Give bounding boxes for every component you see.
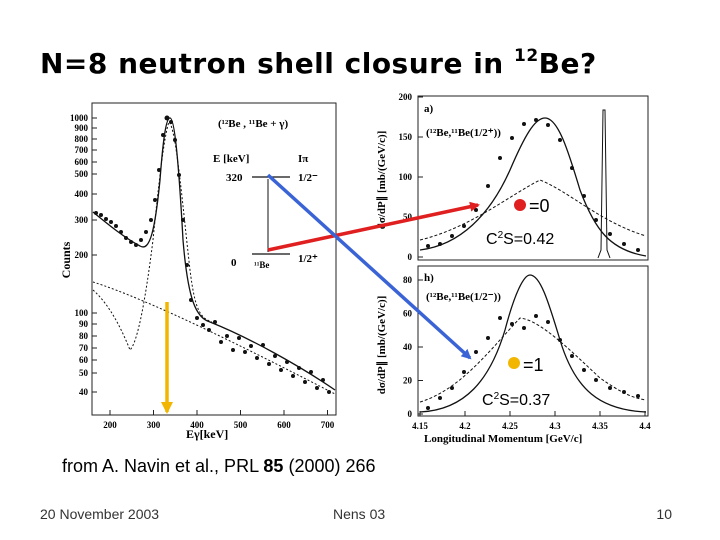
l1-label: =1	[523, 355, 544, 375]
panel-a-y-tick: 0	[408, 252, 413, 262]
panel-b-y-label: dσ/dP∥ [mb/(GeV/c)]	[376, 296, 388, 395]
level-320-spin: 1/2⁻	[298, 172, 318, 184]
spectrum-y-tick: 100	[75, 308, 89, 318]
l0-annotation: =0 C2S=0.42	[486, 196, 554, 248]
panel-a-frame	[417, 95, 649, 261]
spectrum-y-tick: 900	[75, 123, 89, 133]
momentum-x-tick: 4.25	[502, 421, 518, 431]
panel-a-y-tick: 50	[403, 212, 413, 222]
spectrum-x-tick: 400	[190, 420, 204, 430]
momentum-x-tick: 4.2	[459, 421, 471, 431]
spectrum-x-tick: 700	[321, 420, 335, 430]
panel-b-y-tick: 0	[408, 409, 413, 419]
spectrum-y-tick: 1000	[70, 113, 89, 123]
footer-date: 20 November 2003	[40, 506, 160, 522]
panel-b-l0-fit	[419, 274, 647, 413]
spectrum-data-points	[94, 115, 331, 394]
l0-spectroscopic-factor: C2S=0.42	[486, 230, 554, 248]
momentum-x-label: Longitudinal Momentum [GeV/c]	[424, 433, 582, 445]
level-ground-nucleus: ¹¹Be	[254, 260, 269, 270]
panel-b-frame	[417, 265, 649, 417]
spectrum-y-tick: 600	[75, 157, 89, 167]
gamma-spectrum-figure: 1000900800700600500400300200100908070605…	[59, 102, 337, 441]
spectrum-y-tick: 50	[79, 368, 89, 378]
panel-b-y-ticks: 80 60 40 20 0	[403, 275, 423, 419]
citation: from A. Navin et al., PRL 85 (2000) 266	[62, 456, 376, 477]
spectrum-x-tick: 500	[234, 420, 248, 430]
spectrum-y-tick: 800	[75, 134, 89, 144]
level-ground-spin: 1/2⁺	[298, 253, 318, 265]
level-320-energy: 320	[226, 172, 243, 184]
panel-a-reaction: (¹²Be,¹¹Be(1/2⁺))	[426, 127, 501, 139]
spectrum-y-tick: 90	[79, 319, 89, 329]
panel-b-y-tick: 20	[403, 376, 413, 386]
spectrum-x-tick: 600	[277, 420, 291, 430]
citation-prefix: from A. Navin et al., PRL	[62, 456, 264, 476]
spectrum-y-tick: 60	[79, 355, 89, 365]
spectrum-y-tick: 80	[79, 331, 89, 341]
spectrum-y-tick: 40	[79, 387, 89, 397]
spectrum-y-tick: 700	[75, 145, 89, 155]
slide-title: N=8 neutron shell closure in 12Be?	[40, 46, 597, 80]
panel-a-data-points	[426, 118, 640, 252]
spectrum-y-tick: 500	[75, 169, 89, 179]
footer-page-number: 10	[656, 506, 672, 522]
l1-bullet	[508, 357, 520, 369]
l0-bullet	[514, 199, 526, 211]
panel-a-y-ticks: 200 150 100 50 0	[399, 92, 423, 262]
citation-suffix: (2000) 266	[283, 456, 376, 476]
spectrum-background-component	[92, 281, 336, 395]
title-mass-number: 12	[513, 46, 539, 66]
spectrum-x-tick: 300	[147, 420, 161, 430]
spectrum-y-tick: 70	[79, 343, 89, 353]
panel-b-label: h)	[424, 272, 434, 284]
spectrum-x-ticks: 200 300 400 500 600 700	[103, 410, 335, 430]
footer-conference: Nens 03	[333, 506, 386, 522]
spectrum-reaction: (¹²Be , ¹¹Be + γ)	[218, 118, 288, 130]
spectrum-y-tick: 400	[75, 189, 89, 199]
panel-a-y-tick: 200	[399, 92, 413, 102]
momentum-x-tick: 4.35	[592, 421, 608, 431]
panel-b-data-points	[426, 314, 640, 410]
panel-b-y-tick: 40	[403, 342, 413, 352]
momentum-x-tick: 4.4	[639, 421, 651, 431]
panel-b-l1-fit	[419, 317, 647, 403]
panel-a-y-tick: 150	[399, 132, 413, 142]
spectrum-y-label: Counts	[59, 241, 73, 278]
panel-a-l0-fit	[419, 117, 647, 257]
citation-volume: 85	[263, 456, 284, 476]
level-header-energy: E [keV]	[213, 153, 249, 165]
panel-b-reaction: (¹²Be,¹¹Be(1/2⁻))	[426, 291, 501, 303]
momentum-x-ticks: 4.15 4.2 4.25 4.3 4.35 4.4	[412, 411, 651, 431]
panel-a-label: a)	[424, 103, 434, 115]
spectrum-frame	[91, 102, 337, 416]
spectrum-peak-component	[92, 121, 213, 351]
panel-a-y-tick: 100	[399, 172, 413, 182]
spectrum-x-label: Eγ[keV]	[186, 427, 228, 441]
l0-label: =0	[529, 196, 550, 216]
l1-spectroscopic-factor: C2S=0.37	[482, 391, 550, 409]
momentum-x-tick: 4.15	[412, 421, 428, 431]
panel-a-y-label: dσ/dP∥ [mb/(GeV/c)]	[376, 131, 388, 230]
panel-a-l1-fit	[419, 179, 647, 241]
level-header-spin: Iπ	[298, 153, 308, 165]
spectrum-y-tick: 300	[75, 215, 89, 225]
title-text: N=8 neutron shell closure in	[40, 47, 514, 80]
title-element: Be?	[538, 47, 597, 80]
spectrum-x-tick: 200	[103, 420, 117, 430]
spectrum-y-tick: 200	[75, 250, 89, 260]
momentum-x-tick: 4.3	[549, 421, 561, 431]
red-arrow	[267, 201, 480, 252]
panel-b-y-tick: 60	[403, 309, 413, 319]
blue-arrow	[266, 173, 472, 360]
panel-a-resolution-peak	[597, 109, 611, 259]
l1-annotation: =1 C2S=0.37	[482, 355, 550, 409]
level-ground-energy: 0	[231, 257, 237, 269]
panel-b-y-tick: 80	[403, 275, 413, 285]
